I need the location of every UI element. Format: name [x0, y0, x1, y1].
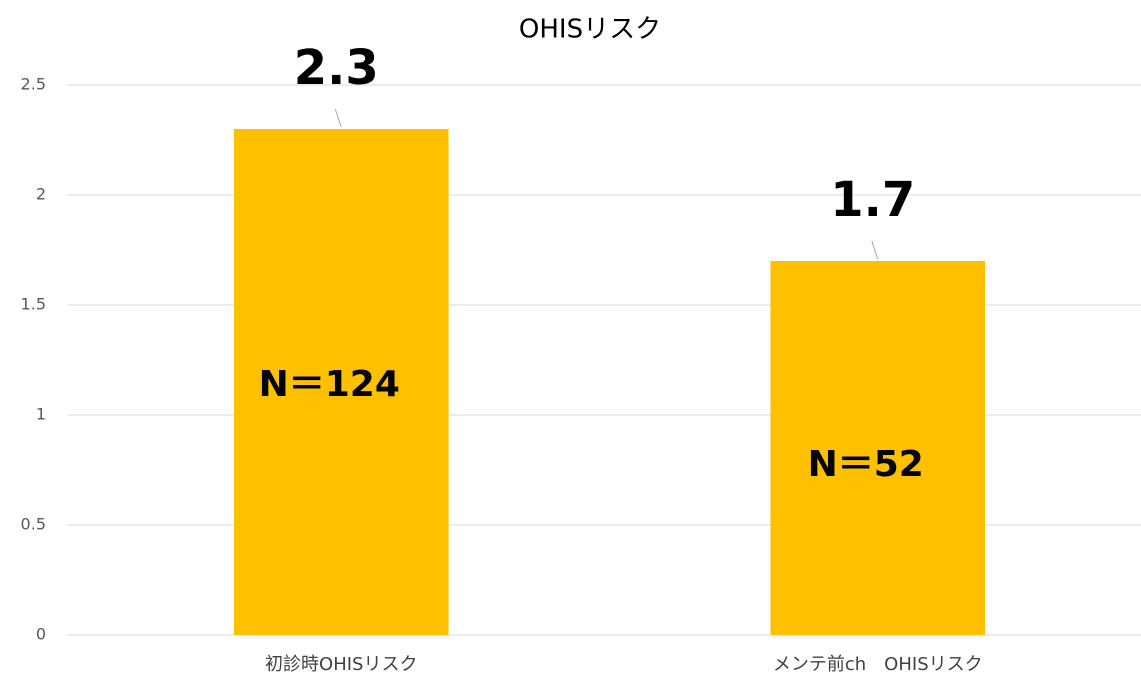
leader-line	[871, 240, 879, 260]
x-tick-label: メンテ前ch OHISリスク	[773, 654, 983, 675]
x-tick-label: 初診時OHISリスク	[265, 654, 417, 675]
y-tick-label: 2	[36, 185, 46, 204]
data-label: 1.7	[830, 172, 915, 228]
y-tick-label: 1.5	[21, 295, 46, 314]
y-tick-label: 1	[36, 405, 46, 424]
leader-line	[334, 108, 342, 128]
bar	[233, 129, 449, 635]
y-tick-label: 0	[36, 625, 46, 644]
chart-title: OHISリスク	[519, 15, 661, 45]
annotation: N＝124	[259, 364, 400, 405]
annotation: N＝52	[808, 444, 924, 485]
bar	[770, 261, 986, 635]
data-label: 2.3	[294, 40, 379, 96]
y-tick-label: 0.5	[21, 515, 46, 534]
y-tick-label: 2.5	[21, 75, 46, 94]
